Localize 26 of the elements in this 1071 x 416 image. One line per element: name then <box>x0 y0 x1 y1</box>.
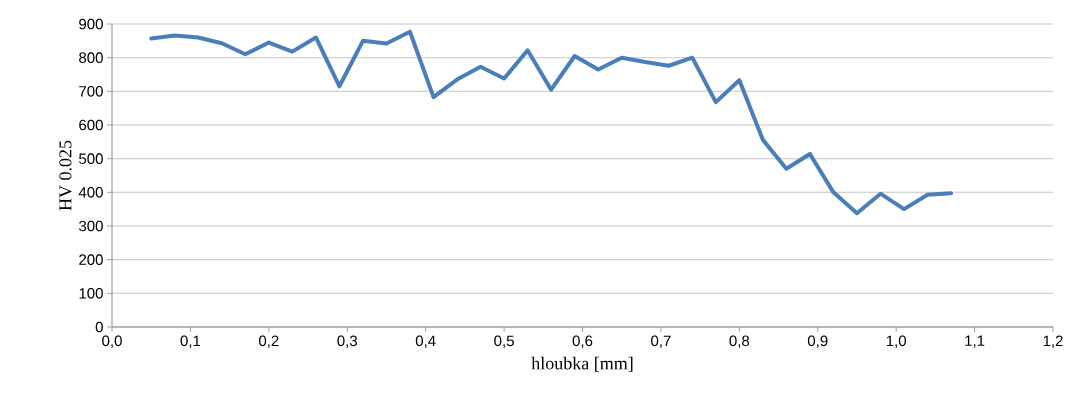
x-tick-label: 0,2 <box>258 335 279 348</box>
line-series <box>149 29 954 216</box>
x-tick-label: 0,1 <box>180 335 201 348</box>
y-tick-label: 400 <box>78 187 103 198</box>
y-tick-label: 100 <box>79 288 103 299</box>
y-tick-label: 0 <box>95 321 103 333</box>
x-tick-label: 0,7 <box>651 335 671 348</box>
y-tick-label: 300 <box>79 220 103 232</box>
x-tick-label: 1,1 <box>965 335 985 348</box>
x-tick-label: 0,9 <box>807 335 828 348</box>
y-tick-label: 700 <box>79 86 103 97</box>
x-tick-label: 0,5 <box>494 335 514 348</box>
x-tick-label: 1,0 <box>886 335 906 348</box>
y-tick-label: 800 <box>79 52 103 63</box>
x-tick-label: 0,0 <box>102 335 122 348</box>
x-tick-label: 1,2 <box>1043 335 1063 348</box>
y-tick-label: 500 <box>79 153 103 164</box>
x-tick-label: 0,6 <box>572 335 593 348</box>
x-tick-label: 0,3 <box>337 335 358 348</box>
y-tick-label: 600 <box>79 119 103 131</box>
x-tick-label: 0,4 <box>415 335 436 348</box>
y-tick-label: 200 <box>79 254 103 265</box>
x-tick-label: 0,8 <box>729 335 750 348</box>
x-axis-title: hloubka [mm] <box>531 356 633 372</box>
y-tick-label: 900 <box>79 18 103 30</box>
y-axis-title: HV 0.025 <box>59 140 72 211</box>
